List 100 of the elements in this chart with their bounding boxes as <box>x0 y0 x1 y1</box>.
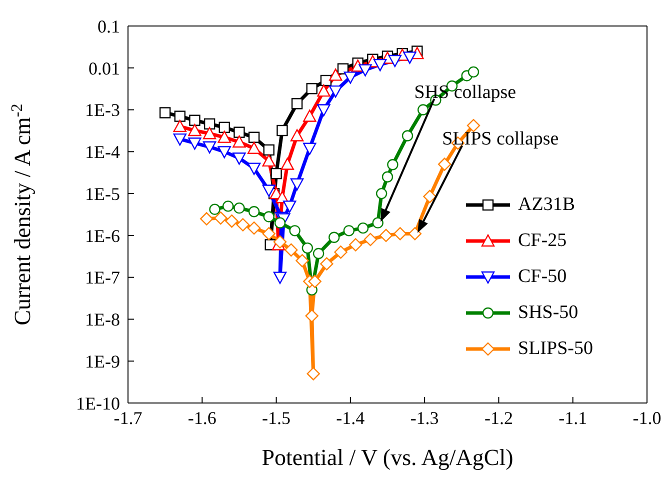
x-tick-label: -1.1 <box>558 408 588 428</box>
point <box>214 211 228 225</box>
point <box>373 58 387 72</box>
y-tick-label: 0.1 <box>98 16 120 36</box>
y-tick-label: 1E-10 <box>76 393 120 414</box>
point <box>263 144 274 156</box>
x-tick-label: -1.4 <box>336 408 365 428</box>
y-tick-label: 1E-3 <box>85 100 120 120</box>
point <box>329 85 342 98</box>
point <box>387 159 398 170</box>
x-tick-label: -1.6 <box>188 408 216 428</box>
point <box>388 54 402 68</box>
point <box>173 120 186 132</box>
point <box>358 64 372 76</box>
y-tick-label: 1E-8 <box>85 310 120 330</box>
point <box>438 158 452 171</box>
point <box>291 98 303 110</box>
point <box>200 212 214 226</box>
x-tick-label: -1.2 <box>484 408 513 428</box>
point <box>188 124 202 136</box>
point <box>234 202 245 214</box>
point <box>283 200 296 213</box>
point <box>247 162 261 175</box>
legend-label: SHS-50 <box>518 302 578 324</box>
point <box>225 214 238 228</box>
legend-label: SLIPS-50 <box>518 338 593 360</box>
point <box>188 138 202 150</box>
point <box>302 242 314 254</box>
point <box>468 66 480 78</box>
point <box>329 68 342 81</box>
point <box>189 114 200 126</box>
point <box>273 272 287 284</box>
legend-label: CF-50 <box>518 266 567 288</box>
point <box>262 227 276 240</box>
point <box>276 124 288 136</box>
point <box>234 126 245 138</box>
point <box>222 200 234 212</box>
point <box>290 129 304 142</box>
point <box>305 309 318 323</box>
point <box>248 206 260 218</box>
y-tick-label: 1E-7 <box>85 268 120 288</box>
point <box>232 152 246 165</box>
point <box>303 110 316 122</box>
point <box>308 274 322 288</box>
x-tick-label: -1.3 <box>410 408 439 428</box>
point <box>364 232 378 246</box>
point <box>376 188 388 200</box>
point <box>270 168 282 180</box>
point <box>317 104 330 116</box>
y-tick-label: 1E-5 <box>85 184 120 204</box>
point <box>408 227 422 240</box>
point <box>306 367 320 380</box>
point <box>247 142 261 154</box>
x-axis-title: Potential / V (vs. Ag/AgCl) <box>262 445 514 470</box>
x-tick-label: -1.0 <box>632 408 662 428</box>
point <box>312 248 324 260</box>
point <box>218 122 230 133</box>
point <box>218 130 231 143</box>
point <box>394 227 407 240</box>
point <box>173 133 186 146</box>
point <box>379 228 393 242</box>
point <box>174 110 186 122</box>
point <box>232 135 246 148</box>
point <box>402 130 414 142</box>
point <box>202 141 216 154</box>
y-tick-label: 1E-9 <box>85 352 120 372</box>
y-tick-label: 0.01 <box>88 58 120 78</box>
point <box>209 204 220 215</box>
point <box>236 218 250 232</box>
legend-label: CF-25 <box>518 230 567 252</box>
point <box>248 132 260 143</box>
point <box>262 154 276 167</box>
point <box>357 222 369 234</box>
point <box>247 221 261 235</box>
point <box>349 238 362 252</box>
point <box>280 158 294 170</box>
point <box>417 104 429 116</box>
point <box>263 211 274 222</box>
point <box>159 107 171 118</box>
point <box>343 225 355 236</box>
x-tick-label: -1.5 <box>262 408 291 428</box>
point <box>334 246 348 259</box>
point <box>306 83 318 94</box>
point <box>466 118 480 132</box>
y-tick-label: 1E-6 <box>85 226 120 246</box>
point <box>303 142 316 155</box>
point <box>328 232 340 243</box>
point <box>320 257 334 270</box>
point <box>202 126 216 140</box>
y-tick-label: 1E-4 <box>85 142 120 162</box>
point <box>262 184 276 197</box>
point <box>289 225 300 236</box>
point <box>284 243 298 257</box>
point <box>403 52 416 64</box>
point <box>317 84 330 97</box>
point <box>290 178 304 190</box>
point <box>382 171 394 182</box>
point <box>296 254 309 268</box>
legend-label: AZ31B <box>518 194 575 216</box>
point <box>344 72 358 84</box>
